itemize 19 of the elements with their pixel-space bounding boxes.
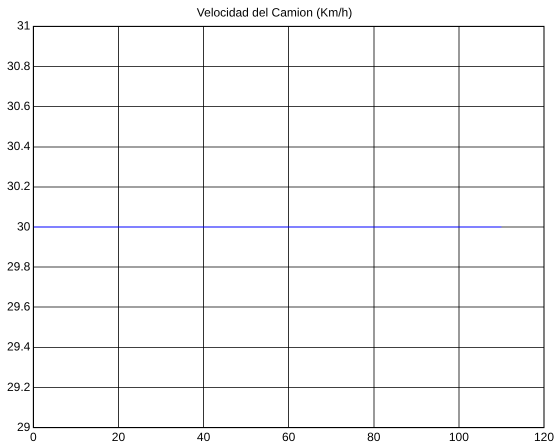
- y-tick-label: 30: [16, 219, 31, 234]
- y-tick-label: 29.4: [6, 340, 31, 354]
- y-tick-label: 30.6: [6, 98, 31, 113]
- y-tick-label: 30.2: [6, 179, 31, 194]
- x-tick-label: 60: [282, 430, 296, 444]
- x-tick-label: 100: [448, 430, 470, 444]
- x-tick-label: 40: [196, 430, 211, 444]
- y-tick-label: 29: [16, 420, 31, 434]
- chart-title: Velocidad del Camion (Km/h): [196, 6, 352, 20]
- y-tick-label: 30.8: [6, 58, 31, 73]
- y-tick-label: 29.6: [6, 300, 31, 314]
- x-tick-label: 0: [30, 430, 38, 444]
- y-tick-label: 29.2: [6, 380, 31, 394]
- x-tick-label: 80: [367, 430, 381, 444]
- x-tick-label: 20: [112, 430, 126, 444]
- y-tick-label: 29.8: [6, 259, 31, 274]
- y-tick-label: 30.4: [6, 139, 31, 154]
- y-tick-label: 31: [16, 18, 31, 33]
- x-tick-label: 120: [534, 430, 554, 444]
